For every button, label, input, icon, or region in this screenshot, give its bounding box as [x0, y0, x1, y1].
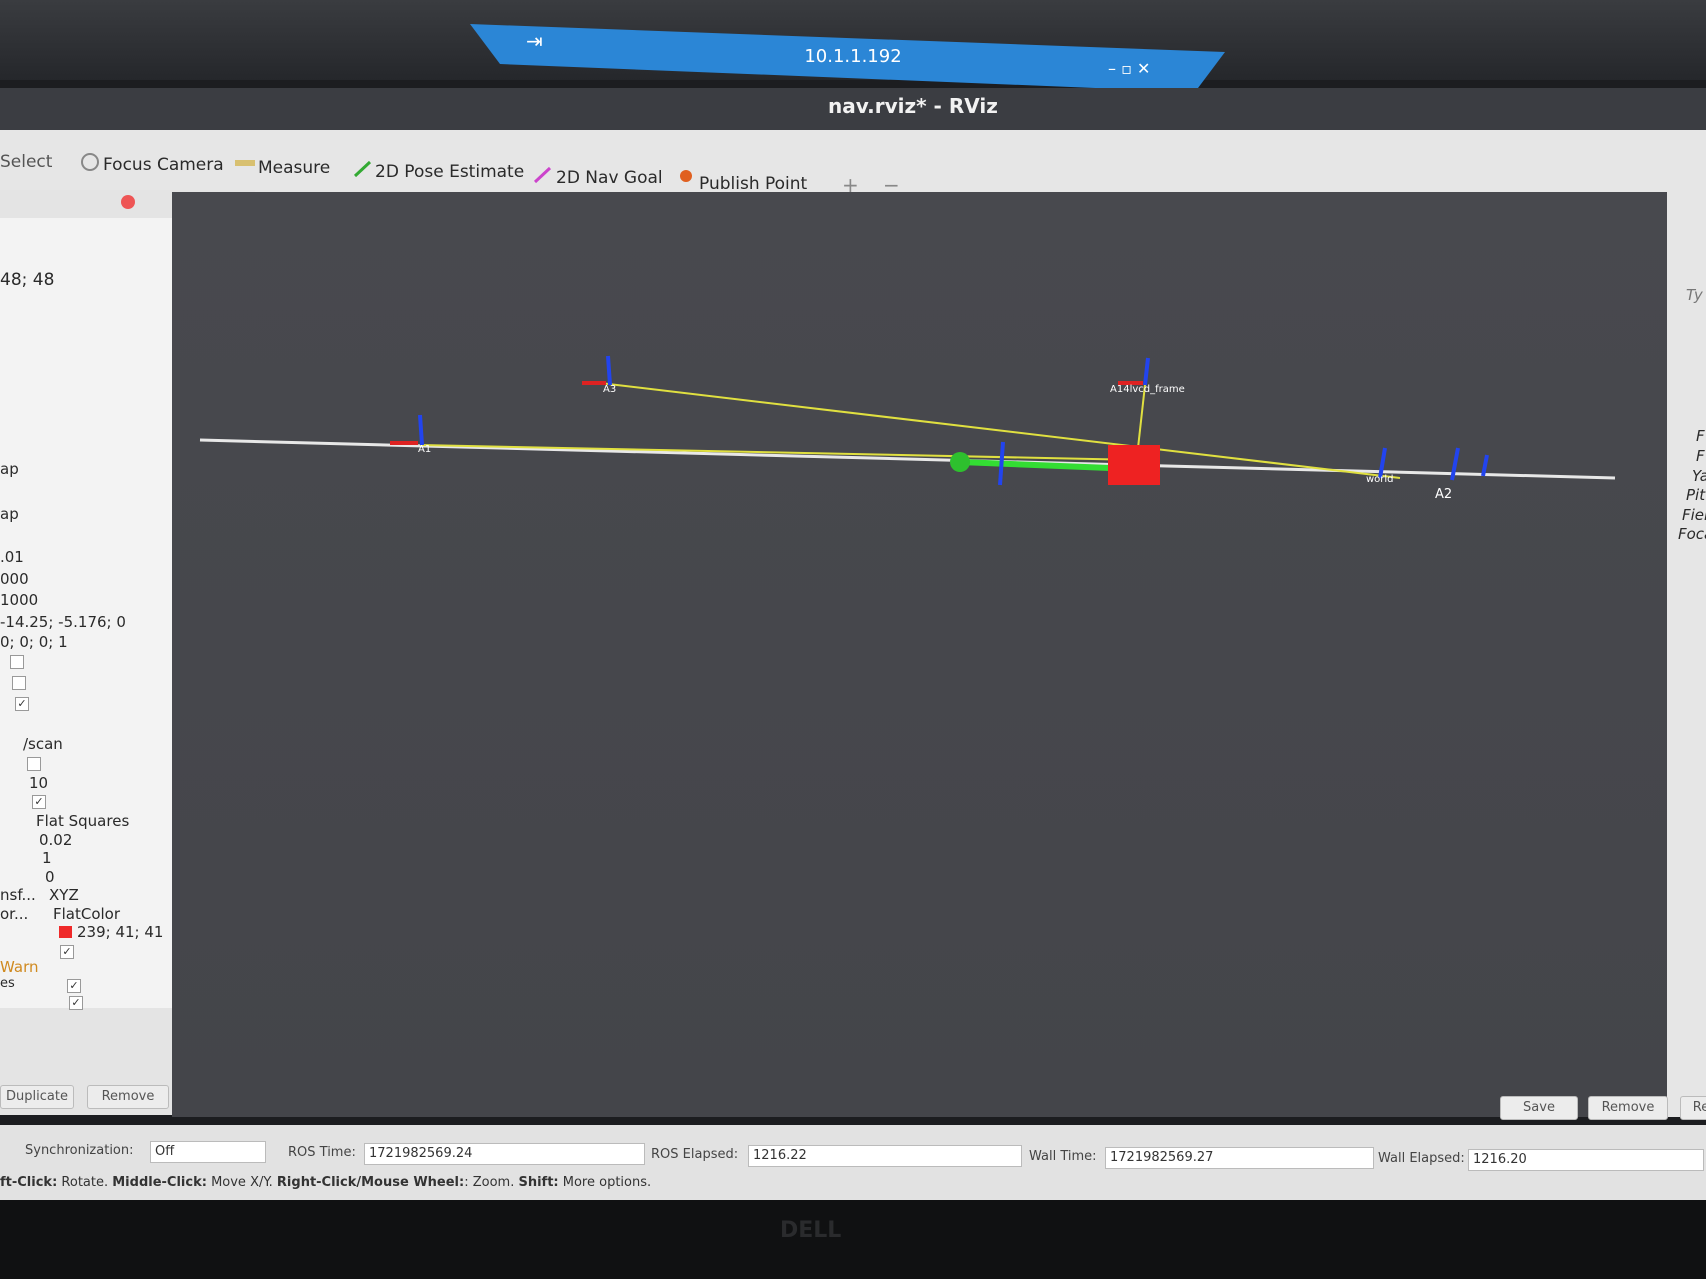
rename-view-button[interactable]: Re	[1680, 1096, 1706, 1120]
sync-select[interactable]: Off	[150, 1141, 266, 1163]
property-value: ap	[0, 505, 19, 523]
remote-bar-svg: ⇥ 10.1.1.192 – ▫ ✕	[470, 24, 1225, 92]
status-warn: Warn	[0, 958, 39, 976]
hint-part: ft-Click:	[0, 1175, 58, 1190]
save-button[interactable]: Save	[1500, 1096, 1578, 1120]
color-swatch[interactable]	[59, 926, 72, 938]
view-property: Ya	[1692, 467, 1706, 485]
view-property: Foca	[1678, 525, 1706, 543]
remote-host: 10.1.1.192	[804, 46, 901, 67]
bezel-bottom	[0, 1200, 1706, 1279]
pose-icon	[353, 160, 372, 178]
remove-button[interactable]: Remove	[87, 1085, 169, 1109]
measure-icon	[235, 160, 255, 166]
wall-time-label: Wall Time:	[1029, 1149, 1097, 1164]
property-value: 10	[29, 774, 49, 792]
title-bar	[0, 88, 1706, 130]
property-value: XYZ	[49, 886, 79, 904]
window-controls[interactable]: – ▫ ✕	[1108, 59, 1150, 78]
property-value: .01	[0, 548, 24, 566]
view-property: Pit	[1686, 486, 1706, 504]
checkbox[interactable]: ✓	[60, 945, 74, 959]
checkbox[interactable]: ✓	[69, 996, 83, 1010]
checkbox[interactable]	[27, 757, 41, 771]
tool[interactable]: 2D Nav Goal	[556, 168, 663, 188]
property-name: or...	[0, 905, 29, 923]
property-value: 0	[45, 868, 55, 886]
viewport[interactable]	[172, 192, 1667, 1117]
property-value: /scan	[23, 735, 63, 753]
point-icon	[680, 170, 692, 182]
tool[interactable]: Publish Point	[699, 174, 808, 194]
tool[interactable]: Focus Camera	[103, 155, 224, 175]
property-value: 0.02	[39, 831, 73, 849]
ros-elapsed: 1216.22	[748, 1145, 1022, 1167]
checkbox[interactable]: ✓	[32, 795, 46, 809]
right-panel	[1667, 192, 1706, 1117]
checkbox[interactable]	[10, 655, 24, 669]
property-name: es	[0, 976, 15, 991]
wall-time: 1721982569.27	[1105, 1147, 1374, 1169]
property-value: 000	[0, 570, 29, 588]
hint-part: Middle-Click:	[112, 1175, 207, 1190]
monitor-brand: DELL	[780, 1218, 842, 1243]
ros-time-label: ROS Time:	[288, 1145, 356, 1160]
property-value: 1	[42, 849, 52, 867]
hint-part: Rotate.	[57, 1175, 113, 1190]
close-icon[interactable]	[121, 195, 135, 209]
view-property: Ty	[1686, 286, 1703, 304]
property-value: 1000	[0, 591, 39, 609]
property-value: ap	[0, 460, 19, 478]
wall-elapsed: 1216.20	[1468, 1149, 1704, 1171]
hint-part: Right-Click/Mouse Wheel:	[276, 1175, 465, 1190]
hint-line: ft-Click: Rotate. Middle-Click: Move X/Y…	[0, 1175, 651, 1190]
view-property: F	[1696, 447, 1705, 465]
plus-icon[interactable]: +	[842, 173, 859, 197]
checkbox[interactable]: ✓	[15, 697, 29, 711]
tool[interactable]: 2D Pose Estimate	[375, 162, 525, 182]
property-value: 0; 0; 0; 1	[0, 633, 68, 651]
toolbar	[0, 130, 1706, 192]
tool[interactable]: Select	[0, 152, 53, 172]
remote-bar	[470, 24, 1225, 92]
property-value: 239; 41; 41	[77, 923, 164, 941]
property-name: nsf...	[0, 886, 36, 904]
window-title: nav.rviz* - RViz	[828, 94, 998, 118]
checkbox[interactable]: ✓	[67, 979, 81, 993]
view-property: F	[1696, 427, 1705, 445]
property-value: Flat Squares	[36, 812, 130, 830]
tool-icons: + −	[81, 153, 900, 197]
goal-icon	[533, 166, 552, 184]
minus-icon[interactable]: −	[883, 173, 900, 197]
remove-view-button[interactable]: Remove	[1588, 1096, 1668, 1120]
focus-icon	[81, 153, 99, 171]
hint-part: More options.	[558, 1175, 652, 1190]
property-value: -14.25; -5.176; 0	[0, 613, 126, 631]
checkbox[interactable]	[12, 676, 26, 690]
wall-elapsed-label: Wall Elapsed:	[1378, 1151, 1465, 1166]
property-value: FlatColor	[53, 905, 121, 923]
pin-icon: ⇥	[526, 29, 543, 53]
ros-elapsed-label: ROS Elapsed:	[651, 1147, 739, 1162]
hint-part: Shift:	[518, 1175, 559, 1190]
property-value: 48; 48	[0, 270, 55, 290]
duplicate-button[interactable]: Duplicate	[0, 1085, 74, 1109]
ros-time: 1721982569.24	[364, 1143, 645, 1165]
tool[interactable]: Measure	[258, 158, 331, 178]
view-property: Fiel	[1682, 506, 1706, 524]
hint-part: : Zoom.	[464, 1175, 519, 1190]
sync-label: Synchronization:	[25, 1143, 134, 1158]
hint-part: Move X/Y.	[206, 1175, 277, 1190]
